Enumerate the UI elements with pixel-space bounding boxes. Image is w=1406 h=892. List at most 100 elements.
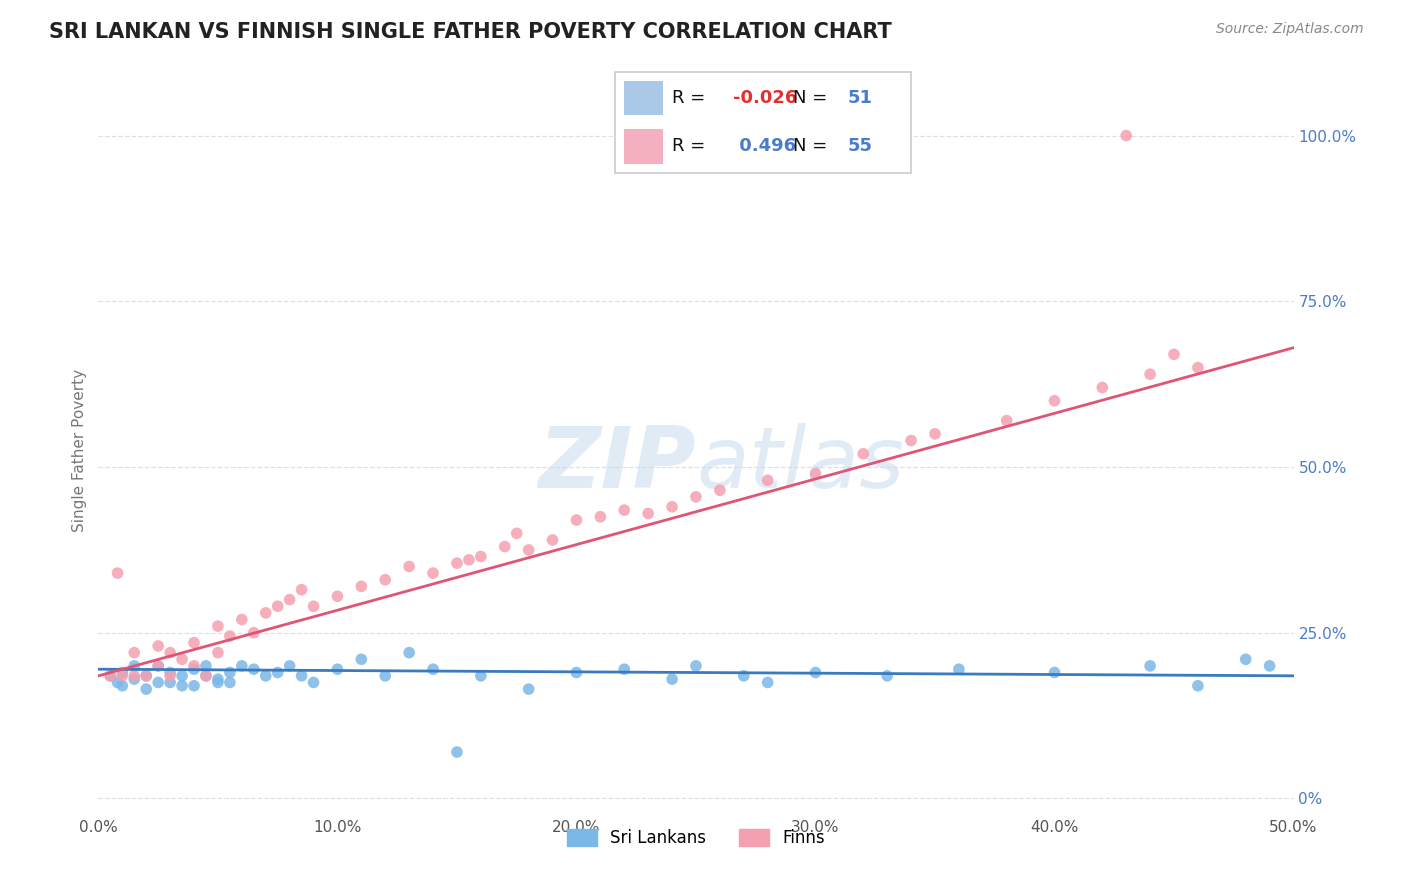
Point [1043, 665, 1066, 680]
Point [733, 669, 755, 683]
FancyBboxPatch shape [614, 72, 911, 173]
Point [231, 659, 253, 673]
Point [243, 662, 266, 676]
Point [661, 672, 683, 686]
Point [374, 573, 396, 587]
Text: -0.026: -0.026 [733, 89, 797, 107]
Point [446, 745, 468, 759]
Text: Source: ZipAtlas.com: Source: ZipAtlas.com [1216, 22, 1364, 37]
Point [517, 682, 540, 697]
Point [148, 639, 170, 653]
Point [267, 599, 290, 614]
Point [135, 669, 157, 683]
Text: 51: 51 [848, 89, 872, 107]
Point [98, 669, 122, 683]
Point [159, 669, 181, 683]
Point [135, 669, 157, 683]
Point [159, 646, 181, 660]
Point [637, 507, 659, 521]
Point [172, 679, 194, 693]
Point [613, 503, 636, 517]
Point [804, 665, 827, 680]
Point [876, 669, 898, 683]
Point [326, 662, 349, 676]
Point [207, 675, 229, 690]
Point [183, 636, 205, 650]
Point [1139, 368, 1161, 382]
Point [195, 669, 218, 683]
Point [195, 659, 218, 673]
Point [302, 675, 325, 690]
Point [494, 540, 516, 554]
Point [1258, 659, 1281, 673]
Point [111, 669, 134, 683]
Point [195, 669, 218, 683]
Point [1163, 347, 1185, 361]
Point [995, 414, 1018, 428]
Point [589, 509, 612, 524]
Text: N =: N = [793, 137, 832, 155]
Point [254, 669, 277, 683]
Point [1043, 393, 1066, 408]
Point [98, 669, 122, 683]
Text: ZIP: ZIP [538, 424, 696, 507]
Point [243, 625, 266, 640]
Point [207, 646, 229, 660]
Point [565, 665, 588, 680]
Text: 0.496: 0.496 [733, 137, 796, 155]
Point [159, 675, 181, 690]
Point [183, 659, 205, 673]
Point [291, 582, 314, 597]
Point [107, 566, 129, 580]
Point [1115, 128, 1137, 143]
Point [111, 679, 134, 693]
Point [124, 646, 146, 660]
Point [111, 665, 134, 680]
Point [159, 665, 181, 680]
Point [756, 473, 779, 487]
Point [541, 533, 564, 547]
Point [948, 662, 970, 676]
Point [183, 679, 205, 693]
Point [685, 490, 707, 504]
Text: atlas: atlas [696, 424, 904, 507]
Point [350, 579, 373, 593]
Point [756, 675, 779, 690]
Point [172, 669, 194, 683]
Point [183, 662, 205, 676]
Legend: Sri Lankans, Finns: Sri Lankans, Finns [560, 822, 832, 854]
Point [422, 662, 444, 676]
Text: N =: N = [793, 89, 832, 107]
Text: R =: R = [672, 137, 711, 155]
Point [804, 467, 827, 481]
Point [470, 669, 492, 683]
Point [207, 619, 229, 633]
Point [1091, 380, 1114, 394]
Y-axis label: Single Father Poverty: Single Father Poverty [72, 369, 87, 532]
Point [219, 675, 242, 690]
Point [1139, 659, 1161, 673]
Point [350, 652, 373, 666]
Point [458, 553, 481, 567]
Point [661, 500, 683, 514]
Point [219, 629, 242, 643]
Point [291, 669, 314, 683]
Point [398, 559, 420, 574]
Point [900, 434, 922, 448]
Text: R =: R = [672, 89, 711, 107]
Text: 55: 55 [848, 137, 872, 155]
Point [470, 549, 492, 564]
Point [231, 612, 253, 626]
Point [278, 659, 301, 673]
Point [517, 542, 540, 557]
Text: SRI LANKAN VS FINNISH SINGLE FATHER POVERTY CORRELATION CHART: SRI LANKAN VS FINNISH SINGLE FATHER POVE… [49, 22, 891, 42]
Bar [624, 80, 664, 115]
Point [148, 659, 170, 673]
Point [613, 662, 636, 676]
Point [124, 659, 146, 673]
Point [107, 675, 129, 690]
Point [1234, 652, 1257, 666]
Point [1187, 360, 1209, 375]
Point [135, 682, 157, 697]
Point [254, 606, 277, 620]
